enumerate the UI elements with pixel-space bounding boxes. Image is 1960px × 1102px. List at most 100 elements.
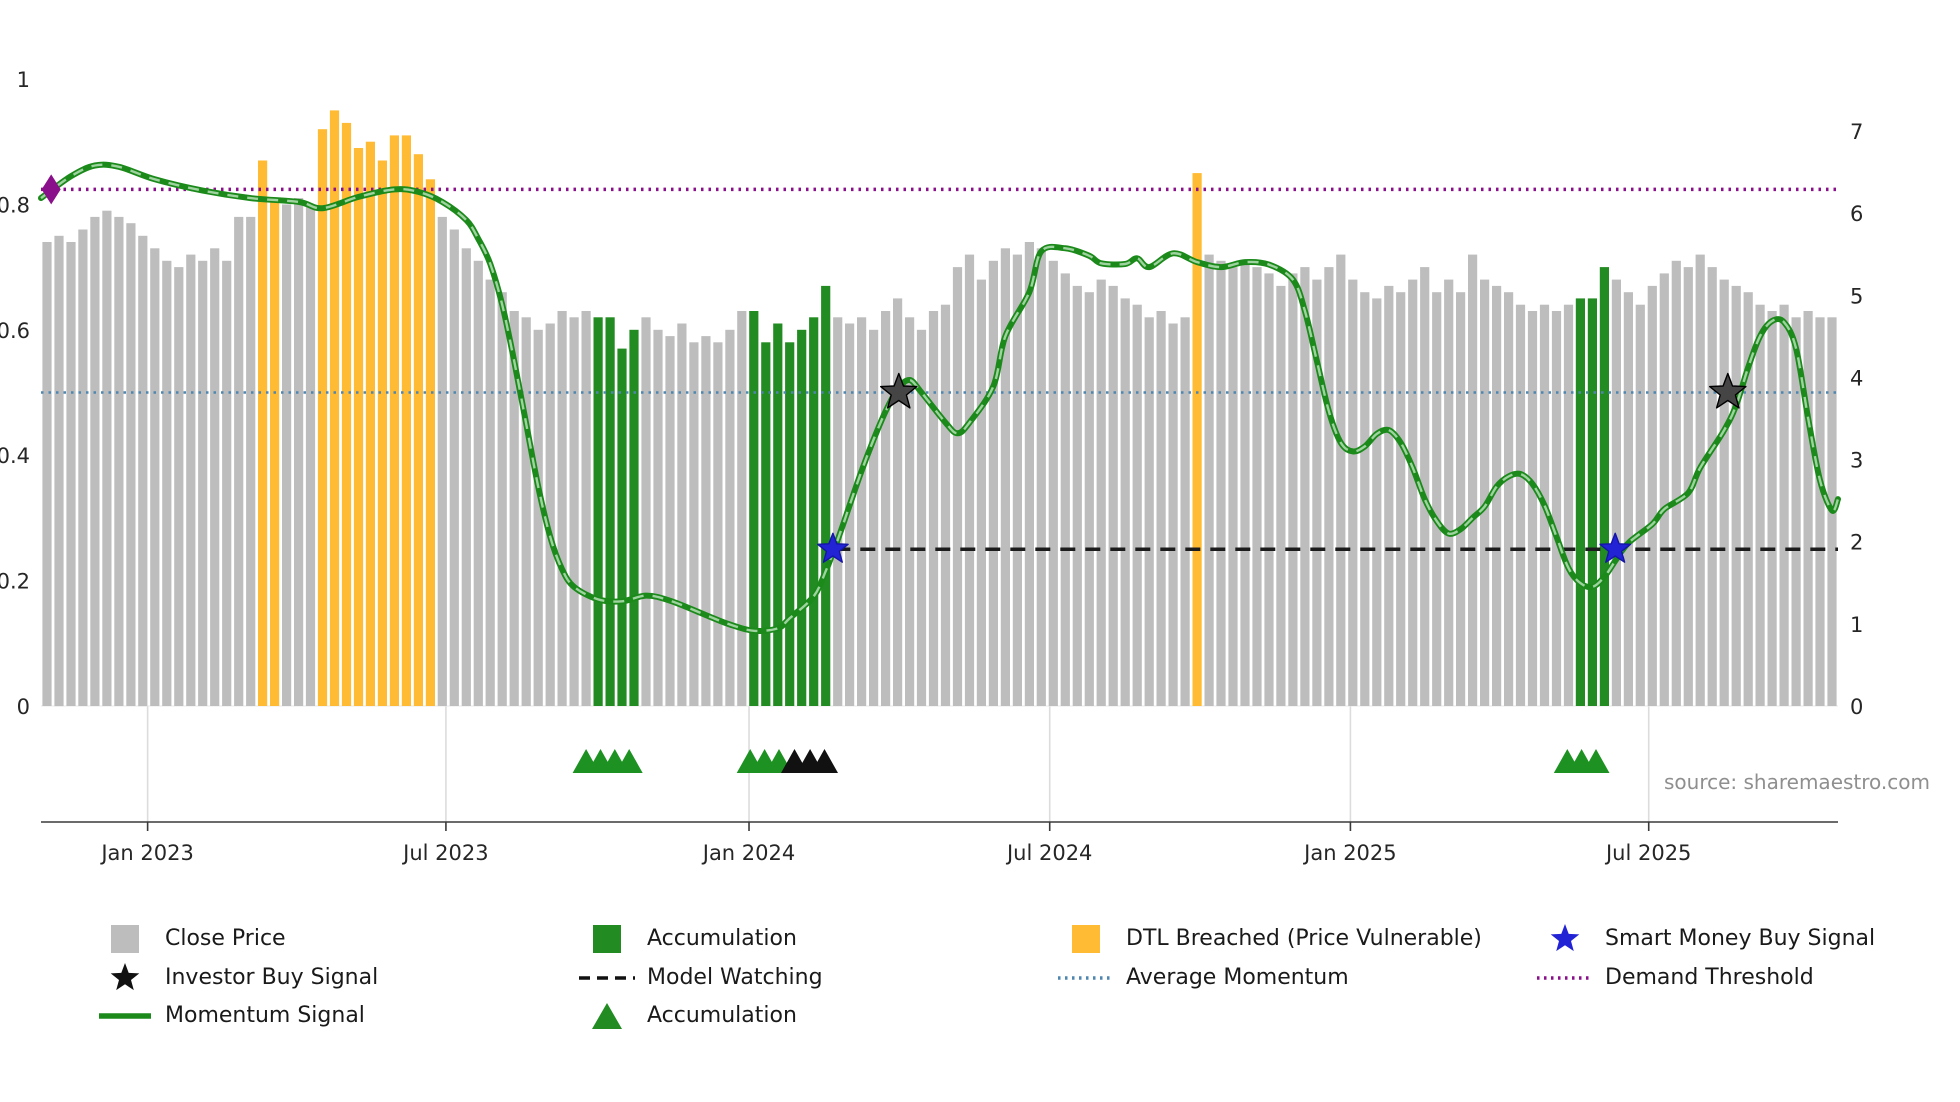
close-price-bar: [893, 298, 903, 706]
black-dashed-line-icon: [579, 976, 635, 980]
purple-dotted-line-icon: [1537, 976, 1593, 980]
smart-money-buy-star: [1599, 532, 1632, 563]
dtl-breached-bar: [413, 154, 423, 706]
close-price-bar: [162, 260, 172, 706]
right-tick-label: 3: [1850, 449, 1863, 473]
legend-label: Accumulation: [647, 926, 797, 951]
close-price-bar: [461, 248, 471, 707]
close-price-bar: [1408, 279, 1418, 706]
right-tick-label: 4: [1850, 366, 1863, 390]
legend-item-accumulation-bar: Accumulation: [577, 924, 797, 954]
dtl-breached-bar: [353, 148, 364, 706]
close-price-bar: [1216, 260, 1226, 706]
close-price-bar: [294, 198, 304, 706]
close-price-bar: [952, 267, 963, 706]
legend-item-accumulation-triangle: Accumulation: [577, 1001, 797, 1031]
left-tick-label: 0.6: [0, 319, 30, 343]
close-price-bar: [78, 229, 88, 706]
close-price-bar: [1767, 311, 1777, 706]
legend-label: Demand Threshold: [1605, 965, 1814, 990]
close-price-bar: [1611, 279, 1621, 706]
close-price-bar: [485, 279, 495, 706]
close-price-bar: [737, 311, 747, 706]
close-price-bar: [1791, 317, 1801, 706]
close-price-bar: [701, 336, 711, 706]
x-tick-label: Jul 2025: [1604, 841, 1691, 865]
close-price-bar: [725, 329, 735, 706]
right-tick-label: 1: [1850, 613, 1863, 637]
close-price-bar: [1456, 292, 1466, 706]
close-price-bar: [1144, 317, 1154, 706]
close-price-bar: [1755, 304, 1765, 706]
dark-triangle-marker: [811, 749, 838, 773]
close-price-bar: [1563, 304, 1574, 706]
right-tick-label: 6: [1850, 202, 1863, 226]
close-price-bar: [1108, 285, 1118, 706]
legend-label: Momentum Signal: [165, 1003, 365, 1028]
close-price-bar: [449, 229, 459, 706]
x-tick-label: Jul 2023: [401, 841, 488, 865]
legend-label: Investor Buy Signal: [165, 965, 379, 990]
accumulation-bar: [605, 317, 615, 706]
close-price-bar: [437, 216, 447, 706]
close-price-bar: [1348, 279, 1358, 706]
close-price-bar: [1815, 317, 1825, 706]
close-price-bar: [54, 235, 64, 707]
accumulation-bar: [617, 348, 627, 706]
legend-item-investor-buy-signal: Investor Buy Signal: [95, 963, 378, 993]
dtl-breached-bar: [401, 135, 411, 706]
left-tick-label: 1: [17, 68, 30, 92]
demand-threshold-start-marker: [41, 174, 61, 205]
close-price-bar: [1623, 292, 1633, 706]
x-tick-label: Jul 2024: [1005, 841, 1092, 865]
accumulation-triangle-marker: [615, 749, 643, 773]
legend-item-model-watching: Model Watching: [577, 963, 823, 993]
close-price-bar: [1360, 292, 1370, 706]
close-price-bar: [1120, 298, 1130, 706]
close-price-bar: [174, 267, 184, 706]
green-square-icon: [593, 925, 621, 953]
close-price-bar: [1084, 292, 1094, 706]
left-tick-label: 0.4: [0, 444, 30, 468]
close-price-bar: [916, 329, 927, 706]
close-price-bar: [1000, 248, 1010, 707]
left-tick-label: 0: [17, 695, 30, 719]
close-price-bar: [581, 311, 591, 706]
dtl-breached-bar: [365, 141, 375, 706]
accumulation-bar: [593, 317, 603, 706]
close-price-bar: [569, 317, 579, 706]
legend-label: Average Momentum: [1126, 965, 1349, 990]
close-price-bar: [138, 235, 148, 707]
close-price-bar: [857, 317, 867, 706]
close-price-bar: [1683, 267, 1693, 706]
close-price-bar: [1444, 279, 1454, 706]
close-price-bar: [1695, 254, 1705, 706]
close-price-bar: [1336, 254, 1346, 706]
close-price-bar: [869, 329, 879, 706]
close-price-bar: [1228, 267, 1238, 706]
dtl-breached-bar: [425, 179, 435, 707]
x-tick-label: Jan 2024: [701, 841, 796, 865]
green-line-icon: [99, 1013, 151, 1019]
close-price-bar: [1276, 285, 1286, 706]
dtl-breached-bar: [329, 110, 340, 706]
close-price-bar: [1132, 304, 1142, 706]
momentum-signal-line-highlight: [40, 163, 1840, 633]
close-price-bar: [1156, 311, 1166, 706]
right-tick-label: 2: [1850, 531, 1863, 555]
accumulation-bar: [797, 329, 807, 706]
close-price-bar: [964, 254, 975, 706]
dtl-breached-bar: [377, 160, 387, 706]
close-price-bar: [653, 329, 663, 706]
close-price-bar: [114, 216, 124, 706]
close-price-bar: [66, 242, 76, 706]
left-tick-label: 0.2: [0, 570, 30, 594]
green-triangle-icon: [592, 1003, 622, 1029]
close-price-bar: [126, 223, 136, 706]
close-price-bar: [1647, 285, 1657, 706]
close-price-bar: [1671, 260, 1681, 706]
close-price-bar: [497, 292, 507, 706]
close-price-bar: [1324, 267, 1334, 706]
accumulation-bar: [1599, 267, 1609, 706]
